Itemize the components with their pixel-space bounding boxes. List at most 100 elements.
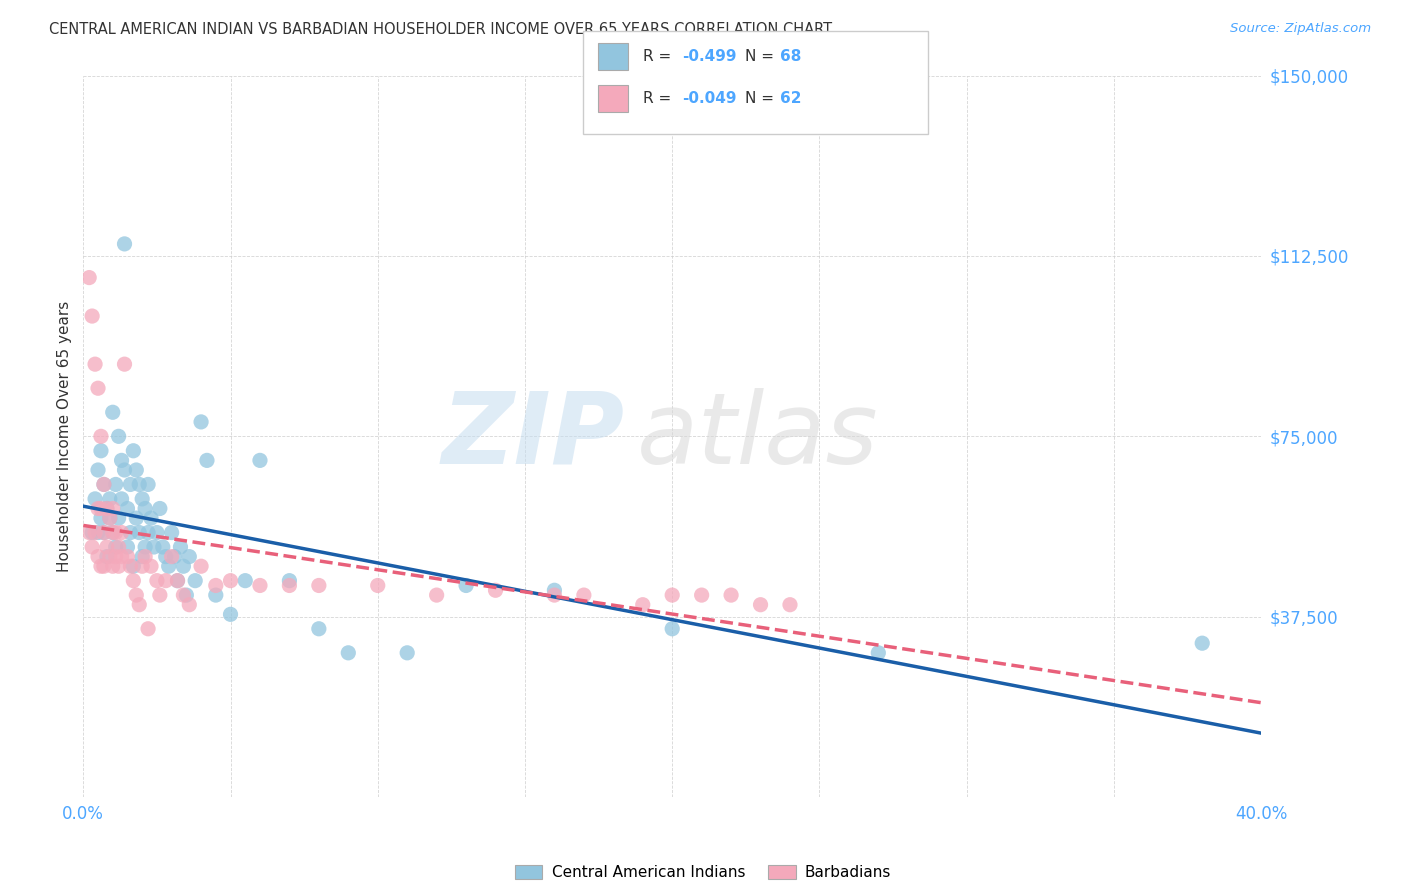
Point [149, 588, 172, 602]
Point [101, 525, 124, 540]
Point [96, 501, 118, 516]
Text: 68: 68 [780, 49, 801, 63]
Point [131, 549, 153, 564]
Point [166, 574, 188, 588]
Point [107, 540, 129, 554]
Point [122, 443, 145, 458]
Point [84, 491, 107, 506]
Point [101, 501, 124, 516]
Y-axis label: Householder Income Over 65 years: Householder Income Over 65 years [58, 301, 72, 572]
Point [190, 415, 212, 429]
Point [749, 598, 772, 612]
Point [169, 540, 191, 554]
Point [136, 525, 159, 540]
Point [690, 588, 713, 602]
Point [184, 574, 207, 588]
Point [77, 525, 100, 540]
Point [128, 477, 150, 491]
Point [631, 598, 654, 612]
Point [87, 549, 110, 564]
Point [426, 588, 449, 602]
Point [572, 588, 595, 602]
Point [136, 622, 159, 636]
Point [179, 598, 201, 612]
Point [84, 525, 107, 540]
Point [125, 463, 148, 477]
Point [166, 574, 188, 588]
Point [96, 540, 118, 554]
Text: ZIP: ZIP [441, 388, 626, 485]
Point [204, 578, 226, 592]
Point [155, 549, 177, 564]
Point [160, 525, 183, 540]
Point [114, 236, 136, 251]
Text: atlas: atlas [637, 388, 879, 485]
Point [128, 525, 150, 540]
Point [104, 549, 127, 564]
Point [82, 309, 104, 323]
Point [152, 540, 174, 554]
Point [139, 511, 162, 525]
Point [90, 501, 112, 516]
Point [93, 559, 115, 574]
Point [367, 578, 389, 592]
Point [172, 588, 194, 602]
Point [96, 549, 118, 564]
Point [114, 463, 136, 477]
Legend: Central American Indians, Barbadians: Central American Indians, Barbadians [515, 865, 891, 880]
Point [131, 559, 153, 574]
Point [176, 588, 198, 602]
Point [120, 477, 142, 491]
Point [107, 559, 129, 574]
Point [93, 477, 115, 491]
Point [720, 588, 742, 602]
Point [337, 646, 360, 660]
Point [93, 525, 115, 540]
Point [110, 453, 132, 467]
Point [160, 549, 183, 564]
Point [134, 549, 156, 564]
Point [98, 549, 121, 564]
Point [136, 477, 159, 491]
Point [96, 501, 118, 516]
Point [308, 622, 330, 636]
Point [107, 511, 129, 525]
Point [104, 525, 127, 540]
Point [131, 491, 153, 506]
Text: N =: N = [745, 91, 779, 105]
Point [117, 501, 139, 516]
Text: R =: R = [643, 91, 676, 105]
Point [149, 501, 172, 516]
Point [101, 405, 124, 419]
Point [661, 588, 683, 602]
Text: N =: N = [745, 49, 779, 63]
Point [219, 574, 242, 588]
Point [82, 525, 104, 540]
Point [101, 525, 124, 540]
Point [82, 540, 104, 554]
Point [128, 598, 150, 612]
Point [125, 588, 148, 602]
Point [190, 559, 212, 574]
Point [134, 540, 156, 554]
Point [114, 357, 136, 371]
Point [484, 583, 506, 598]
Point [868, 646, 890, 660]
Point [125, 511, 148, 525]
Text: R =: R = [643, 49, 676, 63]
Point [120, 525, 142, 540]
Point [104, 540, 127, 554]
Point [90, 559, 112, 574]
Point [219, 607, 242, 622]
Point [1191, 636, 1213, 650]
Point [163, 549, 186, 564]
Point [120, 559, 142, 574]
Point [87, 381, 110, 395]
Point [308, 578, 330, 592]
Text: 62: 62 [780, 91, 801, 105]
Point [110, 549, 132, 564]
Point [155, 574, 177, 588]
Point [93, 525, 115, 540]
Point [139, 559, 162, 574]
Point [90, 429, 112, 443]
